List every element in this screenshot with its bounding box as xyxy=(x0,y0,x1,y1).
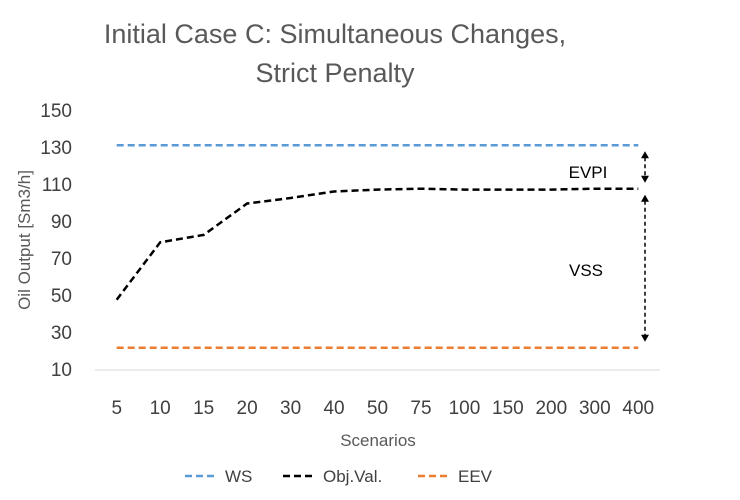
annotation-arrowhead-top xyxy=(641,151,649,159)
x-tick-label: 100 xyxy=(449,398,481,419)
annotations: EVPI VSS xyxy=(569,151,649,342)
x-tick-label: 15 xyxy=(193,398,214,419)
x-axis-ticks: 5 10 15 20 30 40 50 75 100 150 200 300 400 xyxy=(111,398,654,419)
x-tick-label: 300 xyxy=(579,398,611,419)
legend-label: EEV xyxy=(458,467,493,486)
y-tick-label: 30 xyxy=(51,323,72,344)
y-axis-label: Oil Output [Sm3/h] xyxy=(15,170,34,310)
annotation-evpi: EVPI xyxy=(569,151,649,183)
annotation-arrowhead-bottom xyxy=(641,334,649,342)
x-tick-label: 150 xyxy=(492,398,524,419)
legend: WS Obj.Val. EEV xyxy=(185,467,493,486)
x-tick-label: 40 xyxy=(323,398,344,419)
y-tick-label: 50 xyxy=(51,286,72,307)
legend-label: WS xyxy=(225,467,252,486)
x-tick-label: 75 xyxy=(410,398,431,419)
y-axis-ticks: 10 30 50 70 90 110 130 150 xyxy=(40,101,72,381)
annotation-label: EVPI xyxy=(569,163,608,182)
annotation-arrowhead-bottom xyxy=(641,175,649,183)
series-lines xyxy=(115,143,639,350)
x-tick-label: 30 xyxy=(280,398,301,419)
series-line-obj-val xyxy=(115,187,639,301)
x-axis-label: Scenarios xyxy=(340,431,416,450)
y-tick-label: 110 xyxy=(42,175,72,196)
x-tick-label: 10 xyxy=(150,398,171,419)
y-tick-label: 130 xyxy=(40,138,72,159)
annotation-vss: VSS xyxy=(569,194,649,342)
annotation-label: VSS xyxy=(569,261,603,280)
x-tick-label: 200 xyxy=(535,398,567,419)
x-tick-label: 5 xyxy=(111,398,122,419)
chart-title-line-2: Strict Penalty xyxy=(255,58,415,88)
legend-label: Obj.Val. xyxy=(323,467,382,486)
legend-item-ws: WS xyxy=(185,467,252,486)
y-tick-label: 90 xyxy=(51,212,72,233)
x-tick-label: 400 xyxy=(622,398,654,419)
annotation-arrowhead-top xyxy=(641,194,649,202)
y-tick-label: 10 xyxy=(51,360,72,381)
chart-title-line-1: Initial Case C: Simultaneous Changes, xyxy=(104,19,566,49)
legend-item-obj-val: Obj.Val. xyxy=(283,467,382,486)
x-tick-label: 20 xyxy=(237,398,258,419)
y-tick-label: 70 xyxy=(51,249,72,270)
y-tick-label: 150 xyxy=(40,101,72,122)
x-tick-label: 50 xyxy=(367,398,388,419)
legend-item-eev: EEV xyxy=(418,467,493,486)
